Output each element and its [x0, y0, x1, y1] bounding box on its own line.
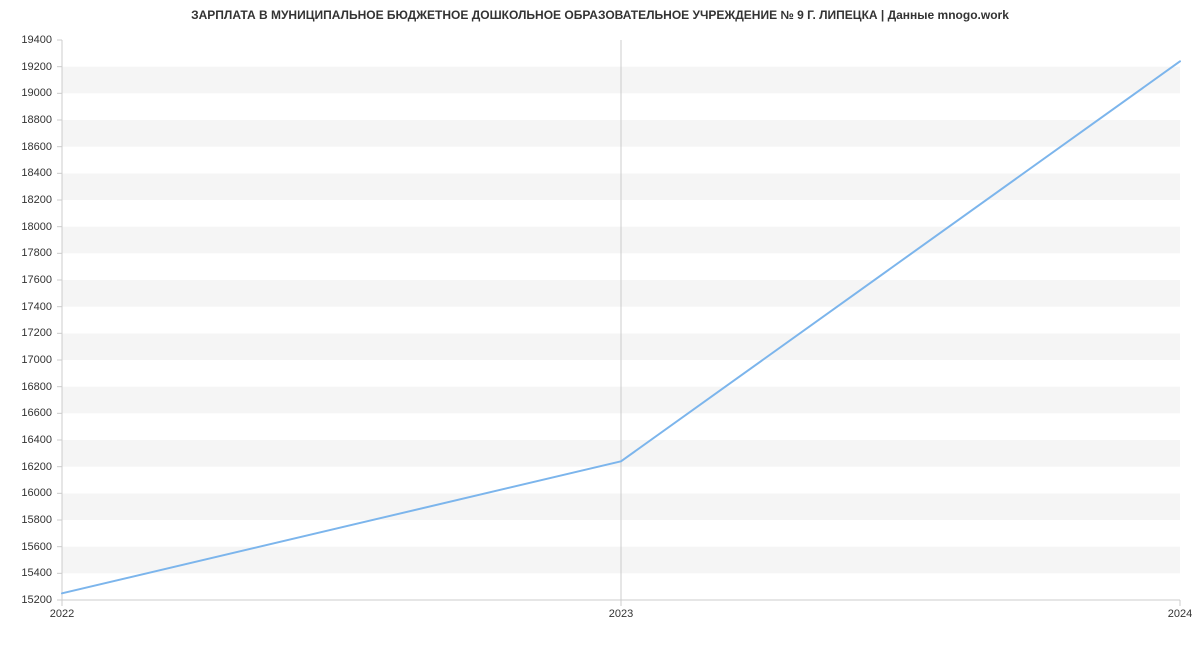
chart-container: ЗАРПЛАТА В МУНИЦИПАЛЬНОЕ БЮДЖЕТНОЕ ДОШКО… [0, 0, 1200, 650]
y-tick-label: 18000 [12, 221, 52, 233]
y-tick-label: 18600 [12, 141, 52, 153]
y-tick-label: 17400 [12, 301, 52, 313]
y-tick-label: 15600 [12, 541, 52, 553]
y-tick-label: 16600 [12, 407, 52, 419]
y-tick-label: 15200 [12, 594, 52, 606]
y-tick-label: 19000 [12, 87, 52, 99]
y-tick-label: 17200 [12, 327, 52, 339]
y-tick-label: 17000 [12, 354, 52, 366]
chart-title: ЗАРПЛАТА В МУНИЦИПАЛЬНОЕ БЮДЖЕТНОЕ ДОШКО… [0, 8, 1200, 22]
y-tick-label: 16200 [12, 461, 52, 473]
y-tick-label: 17800 [12, 247, 52, 259]
y-tick-label: 16800 [12, 381, 52, 393]
y-tick-label: 18400 [12, 167, 52, 179]
x-tick-label: 2023 [609, 608, 633, 620]
y-tick-label: 19400 [12, 34, 52, 46]
y-tick-label: 19200 [12, 61, 52, 73]
y-tick-label: 18800 [12, 114, 52, 126]
x-tick-label: 2024 [1168, 608, 1192, 620]
x-tick-label: 2022 [50, 608, 74, 620]
y-tick-label: 17600 [12, 274, 52, 286]
y-tick-label: 15800 [12, 514, 52, 526]
y-tick-label: 16400 [12, 434, 52, 446]
y-tick-label: 18200 [12, 194, 52, 206]
y-tick-label: 16000 [12, 487, 52, 499]
plot-area [62, 40, 1180, 600]
chart-svg [62, 40, 1180, 600]
y-tick-label: 15400 [12, 567, 52, 579]
